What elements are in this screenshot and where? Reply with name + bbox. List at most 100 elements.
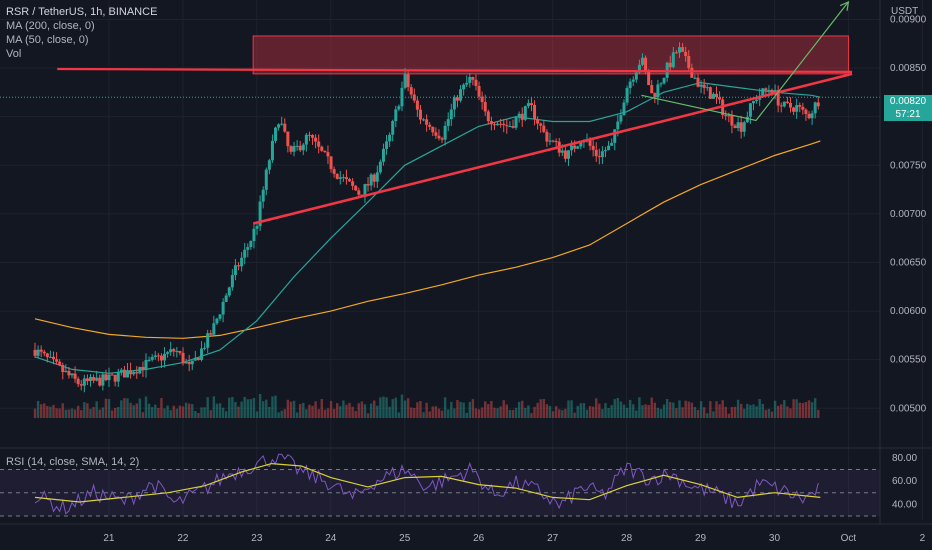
time-tick-label: 23 (251, 533, 263, 544)
volume-bar (755, 406, 758, 418)
resistance-trendline (57, 67, 853, 73)
candle-body (92, 377, 96, 381)
candle-body (406, 74, 410, 88)
volume-bar (181, 406, 185, 418)
candle-body (681, 47, 685, 52)
volume-bar (406, 398, 410, 418)
candle-body (258, 201, 262, 227)
volume-bar (595, 398, 598, 418)
volume-bar (749, 405, 752, 418)
candle-body (659, 83, 663, 85)
volume-bar (234, 401, 237, 418)
symbol-title[interactable]: RSR / TetherUS, 1h, BINANCE (6, 6, 158, 18)
candle-body (570, 145, 574, 151)
time-tick-label: 29 (695, 533, 707, 544)
vol-label[interactable]: Vol (6, 48, 22, 60)
volume-bar (249, 399, 253, 418)
volume-bar (770, 411, 774, 418)
volume-bar (351, 406, 354, 418)
candle-body (428, 124, 432, 127)
volume-bar (795, 399, 798, 418)
candle-body (566, 150, 570, 159)
volume-bar (431, 406, 434, 418)
volume-bar (490, 400, 493, 418)
candle-body (755, 99, 759, 101)
candle-body (122, 369, 126, 378)
candle-body (344, 177, 348, 180)
volume-bar (215, 403, 219, 418)
rsi-legend[interactable]: RSI (14, close, SMA, 14, 2) (6, 456, 140, 468)
candle-body (736, 122, 740, 129)
volume-bar (616, 397, 620, 418)
volume-bar (696, 409, 700, 418)
candle-body (437, 135, 441, 139)
candle-body (798, 105, 802, 107)
volume-bar (730, 407, 734, 418)
candle-body (58, 361, 62, 365)
volume-bar (252, 397, 256, 418)
candle-body (52, 356, 56, 360)
candles (33, 42, 820, 393)
volume-bar (579, 403, 583, 418)
rsi-tick-label: 40.00 (892, 499, 917, 510)
volume-bar (345, 404, 348, 418)
candle-body (172, 349, 176, 352)
candle-body (551, 140, 555, 142)
candle-body (190, 360, 194, 365)
volume-bar (675, 408, 678, 418)
candle-body (45, 353, 49, 358)
volume-bar (135, 403, 138, 418)
volume-bar (576, 405, 579, 418)
candle-body (304, 134, 308, 145)
candle-body (468, 77, 472, 83)
volume-bar (548, 405, 552, 418)
volume-bar (598, 403, 601, 418)
resistance-zone (252, 35, 849, 75)
candle-body (545, 131, 549, 142)
volume-bar (200, 407, 203, 418)
volume-bar (511, 409, 515, 418)
ma200-label[interactable]: MA (200, close, 0) (6, 20, 95, 32)
price-tick-label: 0.00650 (890, 257, 927, 268)
volume-bar (373, 400, 376, 418)
volume-bar (348, 402, 351, 418)
candle-body (95, 377, 99, 381)
volume-bar (154, 404, 157, 418)
volume-bar (484, 401, 487, 418)
volume-bar (237, 406, 240, 418)
volume-bar (758, 398, 761, 418)
candle-body (153, 355, 157, 357)
volume-bar (496, 408, 499, 418)
volume-bar (638, 397, 641, 418)
candle-body (801, 106, 805, 110)
time-tick-label: 28 (621, 533, 633, 544)
volume-bar (283, 409, 286, 418)
candle-body (372, 174, 376, 182)
candle-body (647, 70, 651, 86)
volume-bar (400, 394, 404, 418)
candle-body (403, 74, 407, 88)
candle-body (36, 349, 40, 356)
volume-bar (517, 401, 521, 418)
support-trendline (252, 72, 853, 225)
volume-bar (780, 404, 783, 418)
volume-bar (736, 399, 740, 418)
volume-bar (687, 401, 690, 418)
volume-bar (801, 402, 805, 418)
volume-bar (425, 402, 428, 418)
volume-bar (474, 408, 478, 418)
candle-body (727, 115, 731, 117)
volume-bar (789, 408, 792, 418)
volume-bar (320, 399, 323, 418)
candle-body (779, 105, 783, 107)
candle-body (449, 109, 453, 120)
grid-lines (0, 0, 923, 520)
volume-bar (369, 403, 373, 418)
candle-body (492, 124, 496, 126)
breakout-arrow (641, 1, 849, 122)
ma50-label[interactable]: MA (50, close, 0) (6, 34, 89, 46)
volume-bar (428, 411, 431, 418)
candle-body (351, 181, 355, 186)
candle-body (82, 378, 86, 386)
